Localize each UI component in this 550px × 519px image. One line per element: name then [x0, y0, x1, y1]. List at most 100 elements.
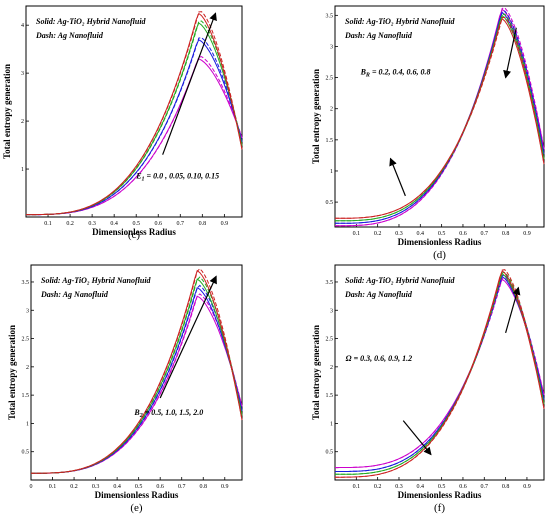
x-tick-label: 0.8: [502, 231, 510, 237]
series-line-dashed: [26, 20, 243, 216]
parameter-annotation: BR = 0.2, 0.4, 0.6, 0.8: [360, 67, 431, 78]
series-line-solid: [335, 270, 545, 478]
series-line-solid: [26, 39, 243, 216]
trend-arrow: [503, 27, 517, 79]
parameter-annotation: B2 = 0.5, 1.0, 1.5, 2.0: [133, 408, 203, 419]
x-tick-label: 0.8: [199, 221, 207, 227]
y-tick-label: 2.5: [326, 337, 334, 343]
x-tick-label: 0.3: [88, 221, 96, 227]
chart-panel-3: 0 0.1 0.2 0.3 0.4 0.5 0.6 0.7 0.8 0.9 0.5 1 1.5 2 2.5 3…: [7, 264, 243, 514]
series-line-solid: [31, 286, 243, 474]
legend-dash: Dash: Ag Nanofluid: [344, 31, 413, 40]
y-axis-label: Total entropy generation: [311, 325, 321, 420]
series-line-solid: [26, 12, 243, 216]
y-tick-label: 4: [21, 23, 24, 29]
y-axis-label: Total entropy generation: [7, 325, 17, 420]
x-axis-label: Dimensionless Radius: [92, 227, 176, 237]
x-tick-label: 0.5: [132, 221, 140, 227]
x-tick-label: 0.2: [374, 231, 382, 237]
y-tick-label: 1: [330, 421, 333, 427]
x-tick-label: 0.7: [178, 484, 186, 490]
series-line-dashed: [335, 10, 545, 224]
x-tick-label: 0.3: [92, 484, 100, 490]
legend-dash: Dash: Ag Nanofluid: [344, 290, 413, 299]
y-tick-label: 2.5: [326, 76, 334, 82]
legend-solid: Solid: Ag-TiO₂ Hybrid Nanofluid: [345, 17, 456, 26]
y-tick-label: 0.5: [22, 450, 30, 456]
y-tick-label: 2: [26, 365, 29, 371]
x-axis-label: Dimensionless Radius: [95, 490, 179, 500]
series-line-dashed: [31, 267, 243, 474]
trend-arrow: [162, 12, 217, 155]
chart-panel-2: 0.1 0.2 0.3 0.4 0.5 0.6 0.7 0.8 0.9 0.5 1 1.5 2 2.5 3 3…: [311, 5, 545, 261]
series-line-solid: [31, 295, 243, 474]
x-tick-label: 0.2: [70, 484, 78, 490]
series-line-solid: [26, 58, 243, 216]
x-tick-label: 0.7: [177, 221, 185, 227]
series-line-dashed: [26, 11, 243, 216]
series-line-solid: [335, 272, 545, 475]
x-tick-label: 0.1: [49, 484, 57, 490]
legend-solid: Solid: Ag-TiO₂ Hybrid Nanofluid: [36, 17, 147, 26]
chart-panel-4: 0.1 0.2 0.3 0.4 0.5 0.6 0.7 0.8 0.9 0.5 1 1.5 2 2.5 3 3…: [311, 264, 545, 514]
x-tick-label: 0.1: [353, 484, 361, 490]
x-tick-label: 0.5: [438, 484, 446, 490]
x-tick-label: 0.6: [459, 231, 467, 237]
y-tick-label: 3.5: [326, 280, 334, 286]
x-tick-label: 0.8: [502, 484, 510, 490]
x-tick-label: 0.9: [523, 231, 531, 237]
trend-arrow: [505, 286, 521, 334]
series-line-dashed: [31, 293, 243, 474]
trend-arrow: [389, 157, 406, 197]
parameter-annotation: Ω = 0.3, 0.6, 0.9, 1.2: [346, 354, 413, 363]
y-tick-label: 3: [330, 308, 333, 314]
x-tick-label: 0.2: [374, 484, 382, 490]
x-tick-label: 0.4: [417, 484, 425, 490]
plot-frame: [30, 264, 243, 481]
y-tick-label: 1: [330, 169, 333, 175]
x-tick-label: 0.4: [417, 231, 425, 237]
plot-frame: [25, 5, 243, 218]
x-tick-label: 0.7: [481, 484, 489, 490]
x-tick-label: 0.4: [113, 484, 121, 490]
series-line-dashed: [335, 7, 545, 227]
y-tick-label: 2.5: [22, 337, 30, 343]
x-tick-label: 0.6: [459, 484, 467, 490]
x-tick-label: 0.9: [221, 484, 229, 490]
plot-frame: [334, 5, 545, 228]
parameter-annotation: E1 = 0.0 , 0.05, 0.10, 0.15: [135, 172, 219, 183]
y-tick-label: 2: [330, 365, 333, 371]
y-tick-label: 1: [26, 421, 29, 427]
y-tick-label: 0.5: [326, 200, 334, 206]
legend: Solid: Ag-TiO₂ Hybrid Nanofluid Dash: Ag …: [35, 17, 147, 40]
trend-arrow: [159, 275, 217, 399]
y-tick-label: 3: [26, 308, 29, 314]
y-tick-label: 1.5: [326, 393, 334, 399]
y-tick-label: 1: [21, 167, 24, 173]
series-line-dashed: [335, 274, 545, 472]
panel-label: (d): [433, 249, 446, 261]
x-tick-label: 0.1: [353, 231, 361, 237]
series-line-dashed: [31, 276, 243, 474]
panel-label: (e): [130, 502, 143, 514]
x-tick-label: 0.9: [523, 484, 531, 490]
y-tick-label: 1.5: [326, 138, 334, 144]
series-line-solid: [335, 17, 545, 219]
y-tick-label: 0.5: [326, 450, 334, 456]
chart-panel-1: 0.1 0.2 0.3 0.4 0.5 0.6 0.7 0.8 0.9 1 2 3 4 Dimension…: [2, 5, 243, 241]
y-tick-label: 3: [21, 71, 24, 77]
series-line-dashed: [335, 269, 545, 478]
legend: Solid: Ag-TiO₂ Hybrid Nanofluid Dash: Ag …: [344, 17, 456, 40]
y-axis-label: Total entropy generation: [311, 69, 321, 164]
x-tick-label: 0.8: [199, 484, 207, 490]
legend-dash: Dash: Ag Nanofluid: [35, 31, 104, 40]
x-tick-label: 0.3: [395, 231, 403, 237]
y-tick-label: 1.5: [22, 393, 30, 399]
series-line-dashed: [31, 284, 243, 474]
y-tick-label: 3.5: [22, 280, 30, 286]
series-line-solid: [335, 278, 545, 469]
legend: Solid: Ag-TiO₂ Hybrid Nanofluid Dash: Ag …: [40, 276, 152, 299]
legend: Solid: Ag-TiO₂ Hybrid Nanofluid Dash: Ag …: [344, 276, 456, 299]
panel-label: (f): [434, 502, 445, 514]
